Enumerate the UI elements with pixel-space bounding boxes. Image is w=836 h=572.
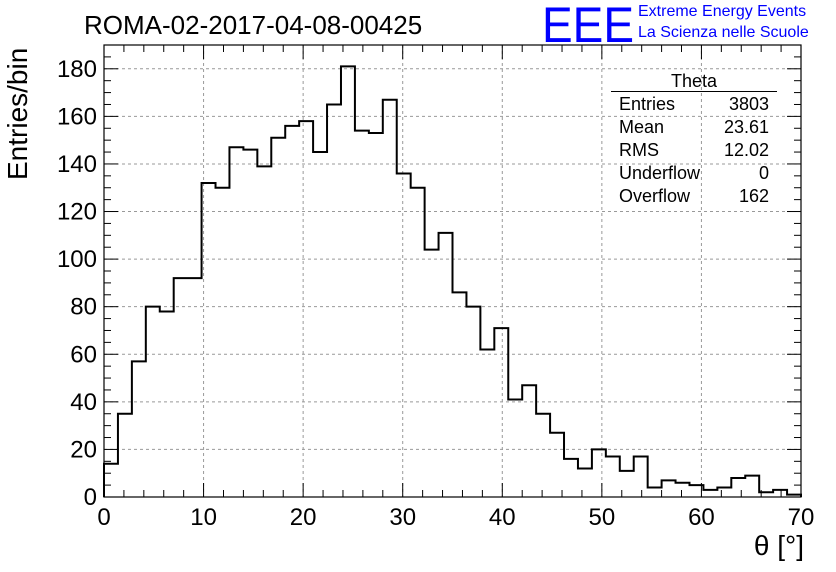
stats-value: 3803 (728, 94, 769, 114)
stats-label: Entries (619, 94, 676, 114)
histogram-bin (341, 66, 355, 497)
y-tick-label: 20 (70, 436, 97, 463)
y-tick-label: 120 (57, 199, 97, 226)
y-tick-label: 140 (57, 151, 97, 178)
histogram-bin (411, 188, 425, 497)
stats-label: Underflow (619, 163, 701, 183)
histogram-bin (676, 483, 690, 497)
histogram-bin (132, 361, 146, 497)
histogram-bin (369, 133, 383, 497)
histogram-bin (550, 433, 564, 497)
histogram-bin (188, 278, 202, 497)
histogram-bin (648, 487, 662, 497)
histogram-bin (606, 457, 620, 497)
histogram-bin (717, 487, 731, 497)
x-tick-label: 40 (489, 504, 516, 531)
y-tick-label: 0 (84, 484, 97, 511)
stats-row-entries: Entries 3803 (611, 93, 777, 116)
y-tick-label: 40 (70, 389, 97, 416)
histogram-bin (453, 292, 467, 497)
stats-value: 12.02 (723, 140, 769, 160)
histogram-bin (355, 131, 369, 497)
y-tick-label: 80 (70, 294, 97, 321)
stats-label: Mean (619, 117, 665, 137)
histogram-bin (425, 250, 439, 497)
stats-value: 162 (738, 186, 769, 206)
histogram-bin (299, 121, 313, 497)
stats-row-rms: RMS 12.02 (611, 139, 777, 162)
logo-line-1: Extreme Energy Events (638, 3, 807, 20)
y-tick-label: 160 (57, 103, 97, 130)
histogram-bin (313, 152, 327, 497)
stats-value: 0 (758, 163, 769, 183)
stats-value: 23.61 (723, 117, 769, 137)
x-tick-label: 60 (688, 504, 715, 531)
x-tick-label: 30 (389, 504, 416, 531)
x-tick-label: 10 (190, 504, 217, 531)
logo-letters: EEE (542, 0, 634, 46)
histogram-bin (257, 166, 271, 497)
stats-title: Theta (611, 71, 777, 92)
y-axis-label: Entries/bin (2, 47, 33, 180)
histogram-bin (383, 100, 397, 497)
histogram-bin (397, 173, 411, 497)
logo-line-2: La Scienza nelle Scuole (638, 24, 809, 41)
stats-box: Theta Entries 3803 Mean 23.61 RMS 12.02 Und… (611, 71, 777, 208)
histogram-bin (285, 126, 299, 497)
chart-title: ROMA-02-2017-04-08-00425 (84, 10, 423, 40)
stats-row-mean: Mean 23.61 (611, 116, 777, 139)
x-tick-label: 0 (97, 504, 110, 531)
histogram-bin (439, 233, 453, 497)
histogram-series (103, 65, 802, 497)
y-tick-label: 60 (70, 341, 97, 368)
histogram-bin (271, 138, 285, 497)
histogram-bin (229, 147, 243, 497)
stats-row-underflow: Underflow 0 (611, 162, 777, 185)
histogram-bin (745, 476, 759, 497)
stats-label: RMS (619, 140, 659, 160)
histogram-bin (634, 457, 648, 497)
x-tick-label: 50 (589, 504, 616, 531)
histogram-bin (662, 480, 676, 497)
histogram-bin (773, 490, 787, 497)
histogram-bin (592, 449, 606, 497)
histogram-bin (703, 490, 717, 497)
histogram-bin (731, 478, 745, 497)
eee-logo: EEE (542, 0, 634, 46)
histogram-bin (216, 188, 230, 497)
y-tick-label: 100 (57, 246, 97, 273)
histogram-bin (174, 278, 188, 497)
histogram-bin (564, 459, 578, 497)
histogram-bin (494, 328, 508, 497)
stats-row-overflow: Overflow 162 (611, 185, 777, 208)
stats-label: Overflow (619, 186, 691, 206)
histogram-bin (536, 414, 550, 497)
histogram-bin (327, 104, 341, 497)
histogram-bin (243, 150, 257, 497)
histogram-bin (480, 350, 494, 497)
histogram-bin (578, 468, 592, 497)
y-tick-label: 180 (57, 56, 97, 83)
histogram-bin (160, 311, 174, 497)
x-tick-label: 20 (290, 504, 317, 531)
x-axis-label: θ [°] (753, 530, 804, 561)
histogram-bin (118, 414, 132, 497)
histogram-bin (508, 399, 522, 497)
x-tick-label: 70 (788, 504, 815, 531)
histogram-bin (104, 464, 118, 497)
